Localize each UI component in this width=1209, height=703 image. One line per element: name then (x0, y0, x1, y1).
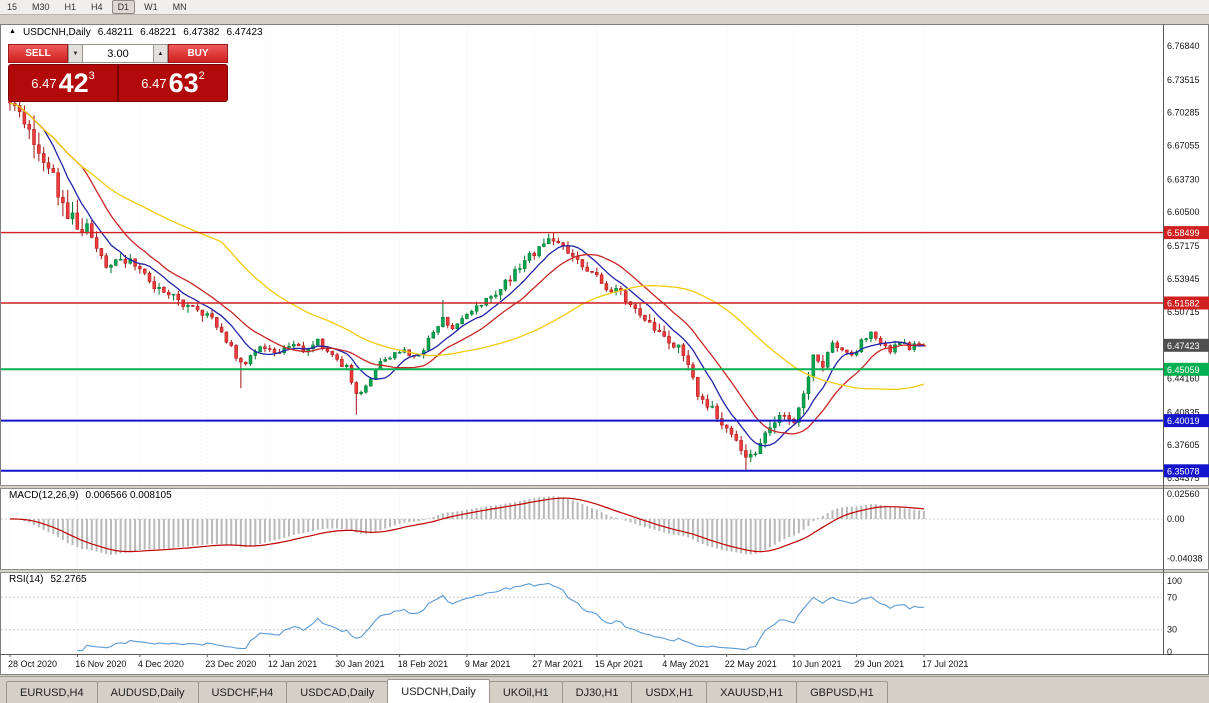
svg-text:16 Nov 2020: 16 Nov 2020 (75, 659, 126, 669)
timeframe-button-m30[interactable]: M30 (32, 2, 50, 12)
svg-text:30 Jan 2021: 30 Jan 2021 (335, 659, 385, 669)
svg-text:0.00: 0.00 (1167, 514, 1185, 524)
rsi-layer (1, 582, 1162, 652)
svg-text:6.63730: 6.63730 (1167, 174, 1200, 184)
buy-quote-pips: 63 (168, 68, 199, 98)
timeframe-button-h1[interactable]: H1 (64, 2, 77, 12)
svg-text:29 Jun 2021: 29 Jun 2021 (855, 659, 905, 669)
pane-separators[interactable] (0, 485, 1209, 573)
svg-text:10 Jun 2021: 10 Jun 2021 (792, 659, 842, 669)
svg-text:6.51582: 6.51582 (1167, 299, 1200, 309)
tab-ukoil-h1[interactable]: UKOil,H1 (488, 681, 563, 703)
svg-text:12 Jan 2021: 12 Jan 2021 (268, 659, 318, 669)
svg-text:6.44160: 6.44160 (1167, 374, 1200, 384)
moving-averages-layer (9, 102, 925, 447)
svg-text:6.53945: 6.53945 (1167, 274, 1200, 284)
svg-text:70: 70 (1167, 592, 1177, 602)
timeframe-button-h4[interactable]: H4 (91, 2, 103, 12)
svg-text:6.50715: 6.50715 (1167, 307, 1200, 317)
svg-text:0: 0 (1167, 647, 1172, 657)
macd-name: MACD(12,26,9) (9, 490, 79, 501)
rsi-indicator-label: RSI(14) 52.2765 (9, 574, 87, 585)
timeframe-toolbar: 15 M30 H1 H4 D1 W1 MN (0, 0, 1209, 15)
buy-quote-prefix: 6.47 (141, 75, 167, 91)
tab-audusd-daily[interactable]: AUDUSD,Daily (96, 681, 199, 703)
timeframe-button-d1[interactable]: D1 (111, 0, 136, 14)
chart-tabs: EURUSD,H4 AUDUSD,Daily USDCHF,H4 USDCAD,Dai… (0, 676, 1209, 703)
price-tags: 6.58499 6.51582 6.45059 6.40019 6.35078 6.474… (1164, 226, 1209, 478)
sell-button[interactable]: SELL (8, 44, 68, 63)
svg-text:6.73515: 6.73515 (1167, 75, 1200, 85)
svg-text:4 Dec 2020: 4 Dec 2020 (138, 659, 184, 669)
svg-text:4 May 2021: 4 May 2021 (662, 659, 709, 669)
svg-text:9 Mar 2021: 9 Mar 2021 (465, 659, 511, 669)
tab-dj30-h1[interactable]: DJ30,H1 (561, 681, 633, 703)
one-click-trading-panel: SELL ▼ ▲ BUY 6.47 42 3 6.47 63 2 (8, 44, 228, 102)
svg-text:30: 30 (1167, 625, 1177, 635)
macd-values: 0.006566 0.008105 (85, 490, 172, 501)
ohlc-open: 6.48211 (97, 27, 134, 38)
ohlc-low: 6.47382 (183, 27, 220, 38)
tab-usdx-h1[interactable]: USDX,H1 (631, 681, 708, 703)
svg-text:6.70285: 6.70285 (1167, 108, 1200, 118)
date-axis-labels: 28 Oct 2020 16 Nov 2020 4 Dec 2020 23 Dec 2… (8, 654, 968, 669)
svg-text:0.02560: 0.02560 (1167, 489, 1200, 499)
macd-indicator-label: MACD(12,26,9) 0.006566 0.008105 (9, 490, 172, 501)
svg-text:6.37605: 6.37605 (1167, 440, 1200, 450)
rsi-value: 52.2765 (50, 574, 87, 585)
ohlc-high: 6.48221 (140, 27, 177, 38)
svg-text:6.57175: 6.57175 (1167, 241, 1200, 251)
svg-text:17 Jul 2021: 17 Jul 2021 (922, 659, 969, 669)
tab-xauusd-h1[interactable]: XAUUSD,H1 (706, 681, 798, 703)
svg-text:6.40835: 6.40835 (1167, 407, 1200, 417)
svg-text:22 May 2021: 22 May 2021 (725, 659, 777, 669)
sell-quote-pips: 42 (58, 68, 89, 98)
svg-text:15 Apr 2021: 15 Apr 2021 (595, 659, 644, 669)
chart-marker-icon: ▲ (9, 28, 16, 35)
svg-text:6.40019: 6.40019 (1167, 416, 1200, 426)
rsi-name: RSI(14) (9, 574, 44, 585)
svg-text:23 Dec 2020: 23 Dec 2020 (205, 659, 256, 669)
svg-text:6.58499: 6.58499 (1167, 228, 1200, 238)
svg-text:6.47423: 6.47423 (1167, 341, 1200, 351)
ohlc-readout: ▲ USDCNH,Daily 6.48211 6.48221 6.47382 6… (9, 27, 263, 38)
buy-quote-point: 2 (198, 70, 205, 82)
grid-lines (9, 25, 925, 653)
tab-eurusd-h4[interactable]: EURUSD,H4 (6, 681, 98, 703)
svg-text:6.34375: 6.34375 (1167, 473, 1200, 483)
volume-decrease-button[interactable]: ▼ (68, 44, 83, 63)
sell-quote[interactable]: 6.47 42 3 (9, 65, 117, 101)
sell-quote-point: 3 (88, 70, 95, 82)
candles-layer (8, 81, 926, 471)
tab-gbpusd-h1[interactable]: GBPUSD,H1 (796, 681, 888, 703)
sell-quote-prefix: 6.47 (31, 75, 57, 91)
svg-text:6.45059: 6.45059 (1167, 365, 1200, 375)
tab-usdchf-h4[interactable]: USDCHF,H4 (197, 681, 288, 703)
timeframe-button-mn[interactable]: MN (172, 2, 187, 12)
svg-text:27 Mar 2021: 27 Mar 2021 (532, 659, 583, 669)
tab-usdcnh-daily[interactable]: USDCNH,Daily (387, 679, 490, 703)
volume-increase-button[interactable]: ▲ (153, 44, 168, 63)
ohlc-symbol: USDCNH,Daily (22, 27, 91, 38)
timeframe-button-w1[interactable]: W1 (144, 2, 158, 12)
svg-text:28 Oct 2020: 28 Oct 2020 (8, 659, 57, 669)
ohlc-close: 6.47423 (226, 27, 263, 38)
svg-text:6.35078: 6.35078 (1167, 466, 1200, 476)
buy-quote[interactable]: 6.47 63 2 (119, 65, 227, 101)
price-axis-labels: 6.76840 6.73515 6.70285 6.67055 6.63730 6.605… (1167, 41, 1203, 657)
svg-text:-0.04038: -0.04038 (1167, 553, 1203, 563)
svg-text:100: 100 (1167, 576, 1182, 586)
volume-input[interactable] (83, 44, 153, 63)
timeframe-button-15[interactable]: 15 (7, 2, 18, 12)
buy-button[interactable]: BUY (168, 44, 228, 63)
svg-text:18 Feb 2021: 18 Feb 2021 (398, 659, 449, 669)
macd-layer (1, 496, 1162, 555)
svg-text:6.67055: 6.67055 (1167, 141, 1200, 151)
svg-text:6.76840: 6.76840 (1167, 41, 1200, 51)
svg-text:6.60500: 6.60500 (1167, 207, 1200, 217)
horizontal-lines[interactable] (1, 231, 1163, 472)
tab-usdcad-daily[interactable]: USDCAD,Daily (286, 681, 389, 703)
